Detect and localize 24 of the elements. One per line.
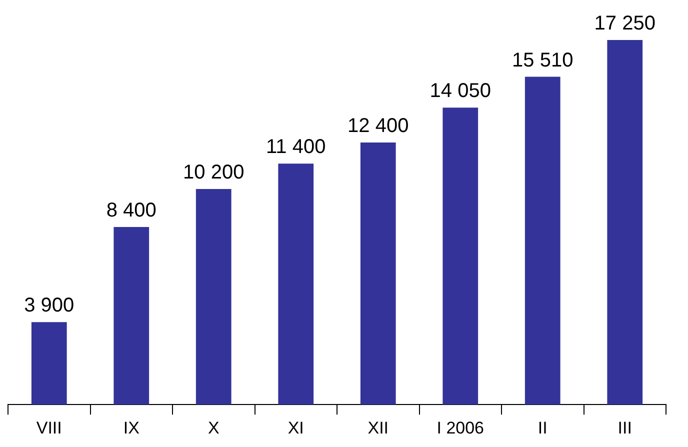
x-tick-label: VIII — [36, 418, 62, 438]
bar — [442, 108, 478, 405]
bar — [360, 142, 396, 405]
data-label: 11 400 — [266, 136, 326, 158]
x-tick-label: II — [538, 418, 548, 438]
data-label: 15 510 — [512, 49, 574, 72]
data-label: 14 050 — [430, 80, 491, 102]
x-tick-label: IX — [123, 418, 140, 438]
data-label: 3 900 — [24, 294, 74, 317]
x-tick-label: XI — [288, 418, 304, 438]
data-label: 10 200 — [183, 162, 244, 184]
x-tick-label: X — [208, 418, 220, 438]
x-tick-label: XII — [368, 418, 389, 438]
x-tick-label: I 2006 — [436, 418, 484, 438]
bar — [278, 164, 314, 405]
data-label: 17 250 — [594, 12, 656, 35]
data-label: 12 400 — [348, 115, 409, 138]
x-tick-label: III — [618, 418, 632, 438]
bar — [114, 227, 150, 405]
bar — [607, 40, 643, 405]
bar — [31, 322, 67, 405]
bar — [524, 76, 560, 405]
data-label: 8 400 — [106, 200, 156, 222]
bar — [196, 189, 232, 405]
